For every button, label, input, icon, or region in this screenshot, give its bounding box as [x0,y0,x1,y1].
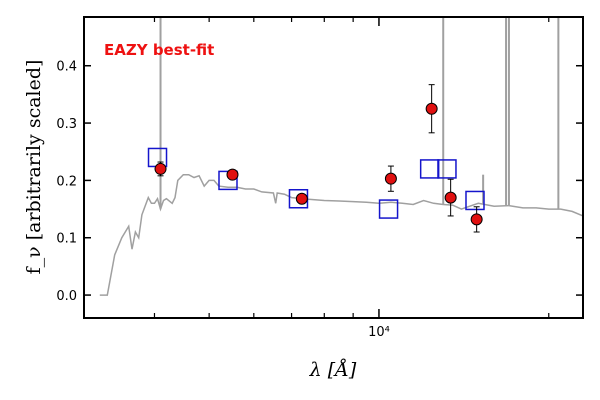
y-axis-title: f_ν [arbitrarily scaled] [23,60,45,275]
model-flux-square [419,159,440,179]
observed-flux-point [444,191,457,204]
y-tick-label: 0.2 [56,174,77,189]
observed-flux-point [154,162,167,175]
model-flux-square [437,159,457,179]
y-tick-label: 0.3 [56,117,77,132]
y-tick-label: 0.0 [56,289,77,304]
axes-layer: 0.0 0.1 0.2 0.3 0.4 10⁴ [56,17,583,340]
data-layer [99,17,583,296]
y-tick-label: 0.4 [56,60,77,75]
model-flux-square [378,199,399,219]
observed-flux-point [384,172,397,185]
plot-frame [83,16,584,319]
sed-template-line [99,173,583,296]
x-axis-title: λ [Å] [309,359,357,381]
observed-flux-point [226,168,239,181]
observed-flux-point [295,192,308,205]
y-tick-label: 0.1 [56,232,77,247]
annotation-label: EAZY best-fit [104,41,214,59]
x-tick-label: 10⁴ [368,325,390,340]
observed-flux-point [470,213,483,226]
observed-flux-point [425,102,438,115]
model-flux-square [465,190,485,211]
